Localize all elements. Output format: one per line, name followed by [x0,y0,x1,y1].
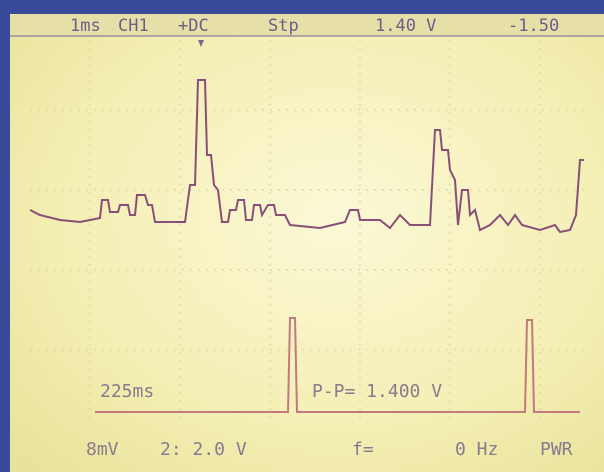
ch2-trace [95,317,580,413]
screen [10,14,604,472]
offset: -1.50 [508,16,559,36]
trigger-marker [198,40,204,47]
freq-label: f= [352,439,374,460]
coupling: +DC [178,16,209,36]
freq: 0 Hz [455,439,498,460]
power: PWR [540,439,573,460]
channel: CH1 [118,16,149,36]
graticule [30,40,590,420]
ch1-trace [29,79,584,234]
level: 1.40 V [375,16,436,36]
header-bar [10,14,604,36]
ch1-scale: 8mV [86,439,119,460]
peak-to-peak: P-P= 1.400 V [312,381,442,402]
time-readout: 225ms [100,381,154,402]
ch2-scale: 2: 2.0 V [160,439,247,460]
mode: Stp [268,16,299,36]
timebase: 1ms [70,16,101,36]
